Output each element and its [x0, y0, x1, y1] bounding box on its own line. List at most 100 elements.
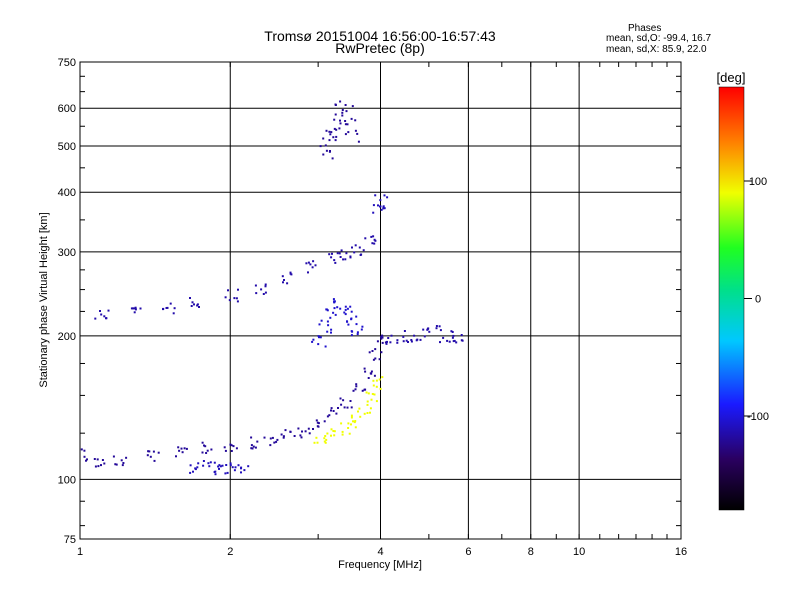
echo-point — [230, 444, 233, 447]
echo-point — [177, 446, 180, 449]
echo-point — [194, 467, 197, 470]
echo-point — [263, 436, 266, 439]
echo-point — [152, 450, 155, 453]
echo-point — [134, 306, 137, 309]
echo-point — [207, 462, 210, 465]
echo-point — [205, 452, 208, 454]
y-tick-label: 200 — [58, 331, 76, 343]
echo-point — [450, 330, 453, 333]
echo-point — [320, 319, 323, 322]
chart-title: Tromsø 20151004 16:56:00-16:57:43 — [264, 28, 496, 44]
echo-point — [364, 237, 367, 240]
echo-point — [448, 340, 451, 343]
echo-point — [280, 433, 283, 436]
echo-point — [122, 462, 125, 464]
y-tick-label: 300 — [58, 247, 76, 259]
y-tick-label: 600 — [58, 103, 76, 115]
echo-point — [325, 129, 328, 132]
echo-point — [342, 258, 345, 261]
colorbar — [719, 87, 744, 510]
echo-point — [371, 393, 374, 395]
echo-point — [372, 204, 375, 207]
echo-point — [83, 449, 86, 452]
echo-point — [361, 325, 364, 328]
echo-point — [333, 430, 336, 433]
echo-point — [343, 311, 346, 314]
echo-point — [316, 441, 319, 444]
echo-point — [133, 311, 136, 314]
echo-point — [178, 449, 181, 452]
echo-point — [428, 330, 431, 333]
echo-point — [311, 340, 314, 343]
echo-point — [330, 409, 332, 412]
echo-point — [232, 445, 235, 448]
echo-point — [224, 449, 227, 452]
echo-point — [233, 469, 236, 472]
echo-point — [240, 466, 243, 469]
echo-point — [322, 137, 325, 140]
echo-point — [229, 464, 232, 467]
echo-point — [100, 313, 103, 316]
echo-point — [339, 307, 342, 310]
echo-point — [353, 251, 356, 254]
echo-point — [202, 460, 205, 462]
echo-point — [297, 427, 300, 430]
echo-point — [132, 307, 134, 310]
echo-point — [370, 235, 373, 238]
echo-point — [374, 348, 377, 351]
echo-point — [344, 305, 347, 308]
echo-point — [312, 260, 315, 263]
echo-point — [372, 358, 375, 361]
echo-point — [196, 466, 199, 469]
echo-point — [324, 144, 327, 147]
echo-point — [312, 428, 314, 430]
echo-point — [330, 428, 333, 431]
echo-point — [247, 465, 250, 468]
echo-point — [369, 411, 371, 414]
x-tick-label: 8 — [528, 546, 534, 558]
echo-point — [439, 329, 442, 332]
echo-point — [328, 414, 331, 417]
echo-point — [204, 445, 207, 448]
echo-point — [340, 249, 343, 252]
echo-point — [340, 403, 343, 406]
echo-point — [355, 323, 358, 326]
echo-point — [371, 350, 374, 352]
echo-point — [347, 427, 350, 429]
colorbar-ticks: 100 0 -100 — [744, 176, 769, 423]
echo-point — [189, 471, 192, 474]
echo-point — [410, 340, 413, 343]
x-tick-label: 16 — [675, 546, 687, 558]
echo-point — [346, 320, 348, 323]
echo-point — [355, 385, 358, 388]
echo-point — [364, 388, 367, 391]
phases-x-stats: mean, sd,X: 85.9, 22.0 — [606, 44, 707, 55]
echo-point — [389, 341, 392, 344]
echo-point — [334, 139, 337, 142]
echo-point — [378, 358, 381, 361]
echo-point — [255, 292, 258, 295]
echo-point — [312, 338, 315, 341]
echo-point — [162, 308, 164, 311]
echo-point — [201, 451, 204, 454]
echo-point — [237, 288, 239, 291]
echo-point — [339, 122, 342, 125]
echo-point — [234, 466, 237, 469]
x-tick-label: 10 — [573, 546, 585, 558]
echo-point — [386, 340, 388, 343]
echo-point — [383, 194, 386, 197]
echo-point — [353, 421, 356, 424]
echo-point — [358, 246, 361, 249]
x-tick-label: 6 — [465, 546, 471, 558]
echo-point — [426, 328, 429, 331]
echo-point — [264, 291, 267, 294]
echo-point — [396, 341, 399, 344]
echo-point — [381, 376, 384, 379]
echo-point — [446, 339, 449, 342]
echo-point — [341, 114, 344, 117]
echo-point — [422, 328, 425, 331]
echo-point — [350, 117, 353, 120]
echo-point — [243, 469, 246, 472]
echo-point — [354, 426, 357, 429]
echo-point — [354, 244, 357, 247]
